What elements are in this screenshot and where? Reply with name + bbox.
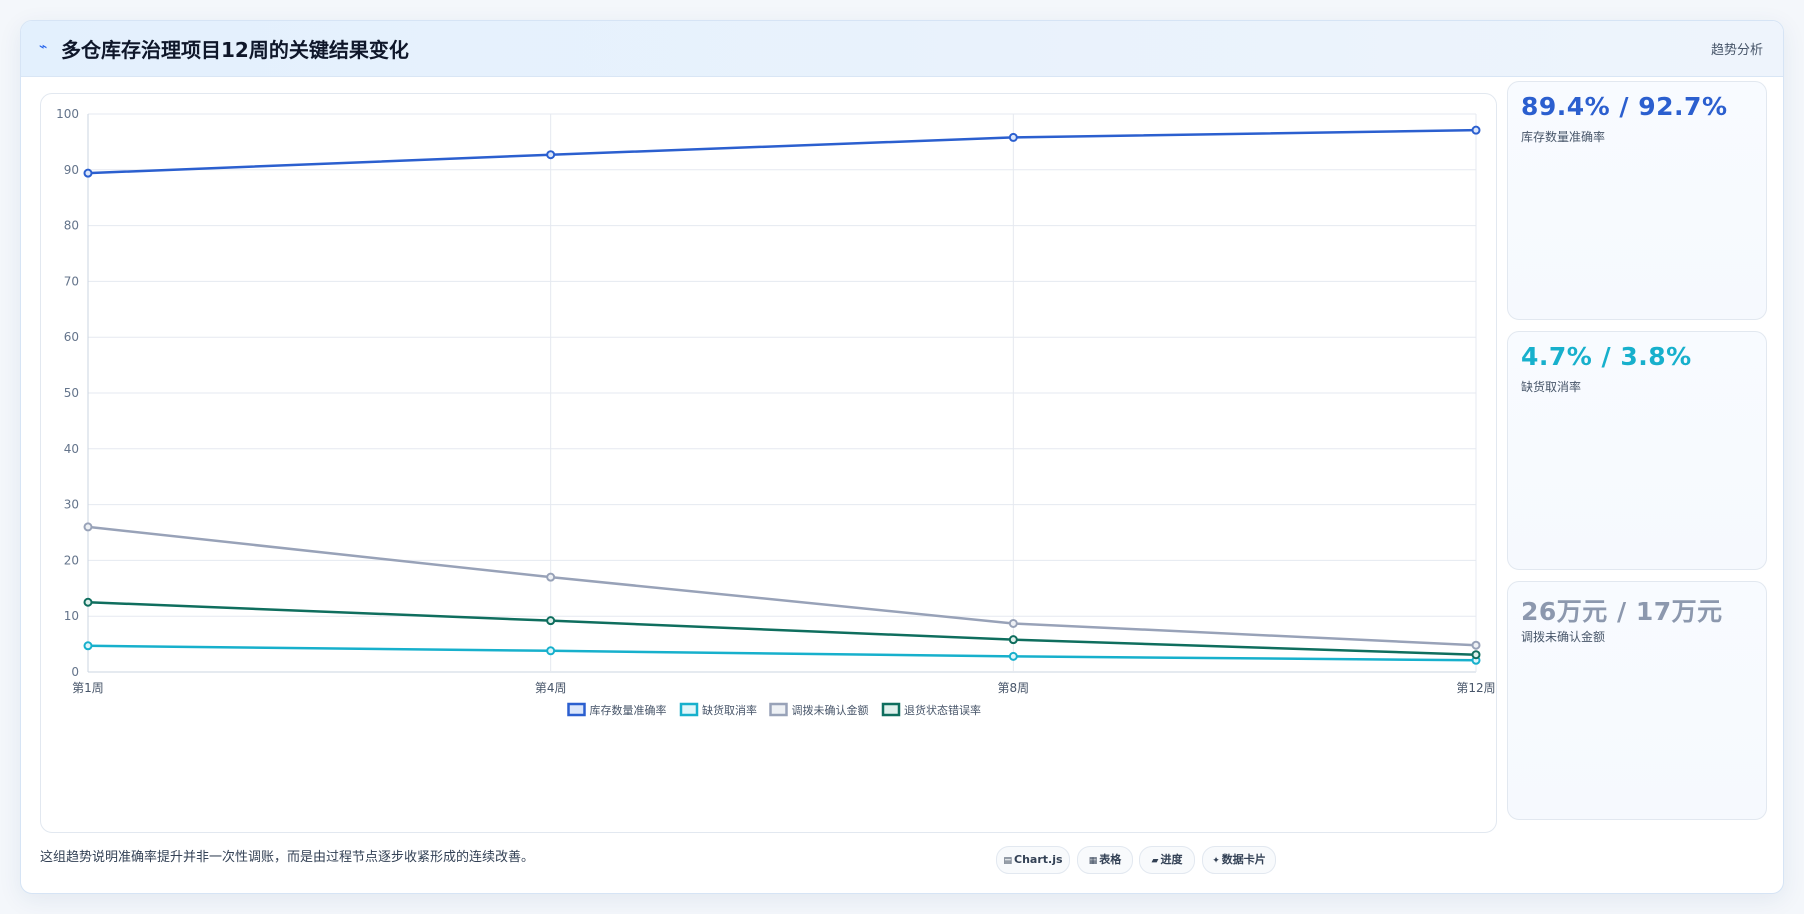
chip-progress[interactable]: ▰ 进度	[1139, 846, 1195, 874]
footer-note: 这组趋势说明准确率提升并非一次性调账，而是由过程节点逐步收紧形成的连续改善。	[40, 850, 535, 865]
data-point	[1008, 651, 1018, 661]
legend-label: 缺货取消率	[702, 703, 757, 717]
data-point	[546, 646, 556, 656]
y-tick-label: 90	[64, 163, 79, 177]
chip-label: 数据卡片	[1221, 853, 1266, 866]
data-point	[1471, 125, 1481, 135]
chart-panel: 0 10 20 30 40 50 60 70 80 90 100 第1周 第4周 第8周 第12周库存数量准…	[40, 93, 1497, 833]
chart-trend-icon: ⌁	[39, 39, 48, 55]
x-tick-label: 第4周	[535, 681, 567, 695]
kpi-value: 26万元 / 17万元	[1521, 597, 1723, 626]
y-tick-label: 40	[64, 442, 79, 456]
kpi-card-inventory-accuracy: 89.4% / 92.7% 库存数量准确率	[1507, 81, 1767, 320]
card-header: ⌁ 多仓库存治理项目12周的关键结果变化 趋势分析	[21, 21, 1783, 77]
legend-swatch	[881, 702, 901, 717]
data-point	[546, 616, 556, 626]
data-point	[83, 522, 93, 532]
data-point	[1008, 618, 1018, 628]
series-line	[87, 128, 1477, 175]
y-tick-label: 80	[64, 219, 79, 233]
legend-label: 退货状态错误率	[904, 703, 981, 717]
chip-chartjs[interactable]: ▤ Chart.js	[996, 846, 1070, 874]
trend-analysis-label: 趋势分析	[1710, 43, 1763, 58]
card-title: 多仓库存治理项目12周的关键结果变化	[61, 38, 409, 62]
data-point	[1008, 132, 1018, 142]
progress-icon: ▰	[1151, 856, 1159, 866]
x-tick-label: 第1周	[72, 681, 104, 695]
kpi-card-transfer-unconfirmed: 26万元 / 17万元 调拨未确认金额	[1507, 581, 1767, 820]
y-tick-label: 60	[64, 330, 79, 344]
kpi-value: 89.4% / 92.7%	[1521, 92, 1728, 121]
chip-label: Chart.js	[1014, 853, 1063, 866]
data-point	[1471, 640, 1481, 650]
x-tick-label: 第12周	[1456, 681, 1495, 695]
legend-label: 调拨未确认金额	[792, 703, 869, 717]
chip-data-card[interactable]: ✦ 数据卡片	[1202, 846, 1276, 874]
series-line	[87, 644, 1477, 662]
chart-icon: ▤	[1003, 856, 1012, 866]
y-tick-label: 70	[64, 274, 79, 288]
series-line	[87, 601, 1477, 656]
y-tick-label: 10	[64, 609, 79, 623]
y-tick-label: 100	[56, 107, 79, 121]
legend-swatch	[679, 702, 699, 717]
kpi-card-stockout-cancel: 4.7% / 3.8% 缺货取消率	[1507, 331, 1767, 570]
data-point	[546, 572, 556, 582]
y-tick-label: 50	[64, 386, 79, 400]
chip-label: 进度	[1160, 853, 1183, 866]
data-point	[546, 150, 556, 160]
kpi-label: 缺货取消率	[1521, 380, 1582, 394]
line-chart: 0 10 20 30 40 50 60 70 80 90 100 第1周 第4周 第8周 第12周库存数量准…	[56, 107, 1496, 717]
kpi-value: 4.7% / 3.8%	[1521, 342, 1692, 371]
y-tick-label: 20	[64, 553, 79, 567]
y-tick-label: 30	[64, 498, 79, 512]
table-icon: ▦	[1088, 856, 1098, 866]
chip-table[interactable]: ▦ 表格	[1077, 846, 1133, 874]
series-line	[87, 525, 1477, 647]
x-tick-label: 第8周	[998, 681, 1030, 695]
kpi-label: 调拨未确认金额	[1521, 630, 1606, 644]
data-point	[1471, 650, 1481, 660]
data-point	[1008, 635, 1018, 645]
legend-swatch	[567, 702, 586, 717]
sparkle-icon: ✦	[1212, 856, 1220, 866]
legend-label: 库存数量准确率	[590, 703, 667, 717]
y-tick-label: 0	[71, 665, 79, 679]
kpi-label: 库存数量准确率	[1521, 130, 1606, 144]
data-point	[83, 641, 93, 651]
data-point	[83, 597, 93, 607]
trend-card: ⌁ 多仓库存治理项目12周的关键结果变化 趋势分析 0 10 20 30 40 50 60 7…	[20, 20, 1784, 894]
chip-label: 表格	[1099, 853, 1122, 866]
data-point	[83, 168, 93, 178]
legend-swatch	[769, 702, 788, 717]
